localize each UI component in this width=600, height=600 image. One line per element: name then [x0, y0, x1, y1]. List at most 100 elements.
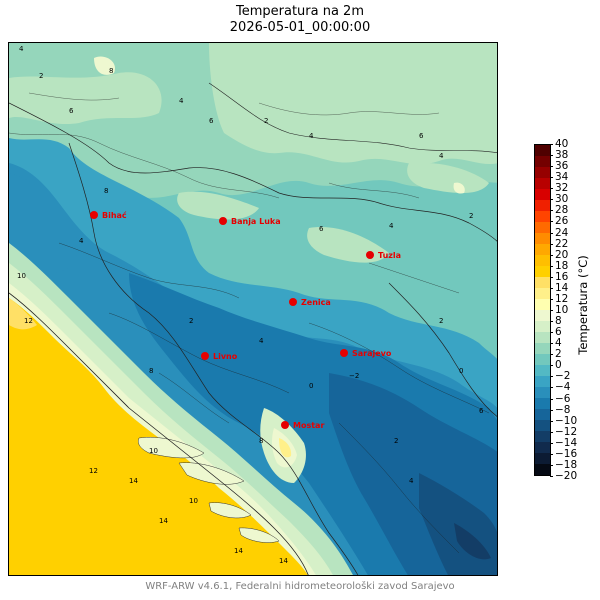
island-3: [208, 502, 252, 519]
contour-label: 14: [234, 547, 243, 555]
colorbar-tick-label: 0: [555, 359, 562, 372]
colorbar-tick-label: 14: [555, 281, 569, 294]
colorbar-tick-label: −10: [555, 414, 578, 427]
colorbar-tick-label: 36: [555, 160, 569, 173]
colorbar-tick-label: 16: [555, 270, 569, 283]
northeast-patch-2: [407, 162, 489, 193]
coastline: [9, 292, 309, 575]
chart-title: Temperatura na 2m: [235, 4, 364, 19]
cities-layer: Bihać Banja Luka Tuzla Zenica Sarajevo Livno M…: [90, 210, 401, 430]
city-dot: [289, 298, 297, 306]
city-label: Banja Luka: [231, 217, 281, 226]
city-label: Sarajevo: [352, 349, 392, 358]
colorbar-tick-label: −6: [555, 392, 571, 405]
contour-label: 14: [129, 477, 138, 485]
city-dot: [281, 421, 289, 429]
colorbar-tick-label: 30: [555, 193, 569, 206]
contour-label: 8: [259, 437, 263, 445]
colorbar-tick-label: −2: [555, 370, 571, 383]
adriatic-sea-light-zone: [9, 298, 37, 330]
model-credit: WRF-ARW v4.6.1, Federalni hidrometeorolo…: [145, 581, 455, 592]
contour-label: 2: [439, 317, 443, 325]
chart-subtitle: 2026-05-01_00:00:00: [229, 20, 371, 35]
contour-label: 4: [389, 222, 394, 230]
border-line-2: [68, 142, 359, 575]
city-label: Livno: [213, 352, 238, 361]
contour-lines: [9, 92, 490, 554]
colorbar-tick-label: 4: [555, 337, 562, 350]
city-label: Bihać: [102, 210, 127, 220]
contour-label: 10: [189, 497, 198, 505]
city-marker: Livno: [201, 352, 238, 361]
contour-label: 4: [79, 237, 84, 245]
contour-label: 2: [394, 437, 398, 445]
banja-luka-patch: [177, 191, 259, 220]
colorbar-tick-label: 22: [555, 237, 569, 250]
contour-label: 4: [409, 477, 414, 485]
contour-label: 4: [179, 97, 184, 105]
contour-label: 10: [17, 272, 26, 280]
contour-label: 4: [19, 45, 24, 53]
border-line-4: [208, 82, 497, 154]
northern-plains-light-zone: [209, 43, 497, 165]
colorbar-tick-label: 2: [555, 348, 562, 361]
city-marker: Zenica: [289, 298, 331, 307]
contour-label: 6: [319, 225, 324, 233]
city-label: Tuzla: [378, 251, 401, 260]
city-marker: Mostar: [281, 421, 324, 430]
city-dot: [90, 211, 98, 219]
colorbar-tick-label: 32: [555, 182, 569, 195]
border-line-3: [388, 282, 497, 417]
contour-label: 6: [209, 117, 214, 125]
colorbar-tick-label: −8: [555, 403, 571, 416]
northwest-patch-zone: [9, 72, 162, 125]
contour-label: 6: [479, 407, 484, 415]
colorbar-tick-label: −12: [555, 425, 578, 438]
contour-label: 6: [419, 132, 424, 140]
colorbar-label: Temperatura (°C): [576, 255, 590, 355]
city-dot: [340, 349, 348, 357]
temperature-map: 4 2 6 8 4 6 2 4 6 4 2 8 4 10 12 14 14 10 14 8 0 −2 6 4 2 0 6 4 2 4 2 12…: [8, 42, 498, 576]
contour-label: 0: [459, 367, 463, 375]
colorbar-tick-label: 6: [555, 326, 562, 339]
colorbar-tick-label: −14: [555, 436, 578, 449]
contour-label: 2: [39, 72, 43, 80]
contour-label: 8: [149, 367, 153, 375]
colorbar-tick-label: 20: [555, 248, 569, 261]
contour-label: 6: [69, 107, 74, 115]
city-dot: [201, 352, 209, 360]
city-marker: Tuzla: [366, 251, 401, 260]
city-dot: [219, 217, 227, 225]
colorbar-tick-label: −18: [555, 458, 578, 471]
city-label: Mostar: [293, 421, 324, 430]
colorbar-tick-label: 12: [555, 292, 569, 305]
colorbar-tick-label: −16: [555, 447, 578, 460]
contour-label: 0: [309, 382, 313, 390]
colorbar: [534, 144, 551, 476]
contour-label: 12: [89, 467, 98, 475]
contour-label: 4: [439, 152, 444, 160]
contour-label: 8: [104, 187, 108, 195]
contour-label: 2: [264, 117, 268, 125]
contour-label: 14: [279, 557, 288, 565]
contour-label: 10: [149, 447, 158, 455]
colorbar-tick-label: −4: [555, 381, 571, 394]
island-4: [238, 527, 280, 543]
city-marker: Bihać: [90, 210, 127, 220]
contour-label: 8: [109, 67, 113, 75]
contour-label: 2: [469, 212, 473, 220]
bihac-cold-pocket: [9, 173, 79, 274]
coldest-spot: [454, 523, 491, 560]
city-label: Zenica: [301, 298, 331, 307]
colorbar-tick-label: 26: [555, 215, 569, 228]
colorbar-tick-label: 24: [555, 226, 569, 239]
city-marker: Banja Luka: [219, 217, 281, 226]
colorbar-tick-label: −20: [555, 470, 578, 482]
northeast-warm-spot: [453, 182, 465, 194]
colorbar-tick-label: 40: [555, 138, 569, 150]
city-dot: [366, 251, 374, 259]
contour-label: 14: [159, 517, 168, 525]
city-marker: Sarajevo: [340, 349, 392, 358]
island-1: [138, 437, 205, 459]
colorbar-tick-label: 8: [555, 315, 562, 328]
